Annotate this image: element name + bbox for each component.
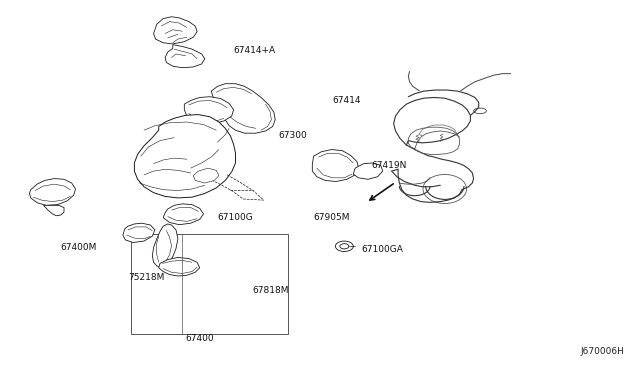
Text: 67905M: 67905M bbox=[314, 213, 350, 222]
Polygon shape bbox=[154, 17, 197, 44]
Polygon shape bbox=[123, 223, 155, 243]
Text: 67400: 67400 bbox=[186, 334, 214, 343]
Polygon shape bbox=[312, 150, 358, 182]
Polygon shape bbox=[152, 224, 178, 267]
Polygon shape bbox=[134, 115, 236, 198]
Text: J670006H: J670006H bbox=[580, 347, 624, 356]
Polygon shape bbox=[211, 84, 275, 133]
Polygon shape bbox=[44, 205, 64, 216]
Text: 67300: 67300 bbox=[278, 131, 307, 140]
Bar bbox=[131, 234, 288, 334]
Polygon shape bbox=[163, 204, 204, 225]
Text: 67100GA: 67100GA bbox=[362, 245, 403, 254]
Text: 67400M: 67400M bbox=[61, 243, 97, 252]
Polygon shape bbox=[193, 168, 219, 183]
Polygon shape bbox=[29, 179, 76, 205]
Text: 67414: 67414 bbox=[333, 96, 362, 105]
Polygon shape bbox=[159, 257, 200, 276]
Polygon shape bbox=[353, 163, 383, 179]
Text: 67419N: 67419N bbox=[371, 161, 406, 170]
Text: 75218M: 75218M bbox=[128, 273, 164, 282]
Polygon shape bbox=[184, 97, 234, 124]
Text: 67414+A: 67414+A bbox=[234, 46, 276, 55]
Polygon shape bbox=[165, 45, 205, 68]
Text: 67100G: 67100G bbox=[218, 213, 253, 222]
Text: 67818M: 67818M bbox=[253, 286, 289, 295]
